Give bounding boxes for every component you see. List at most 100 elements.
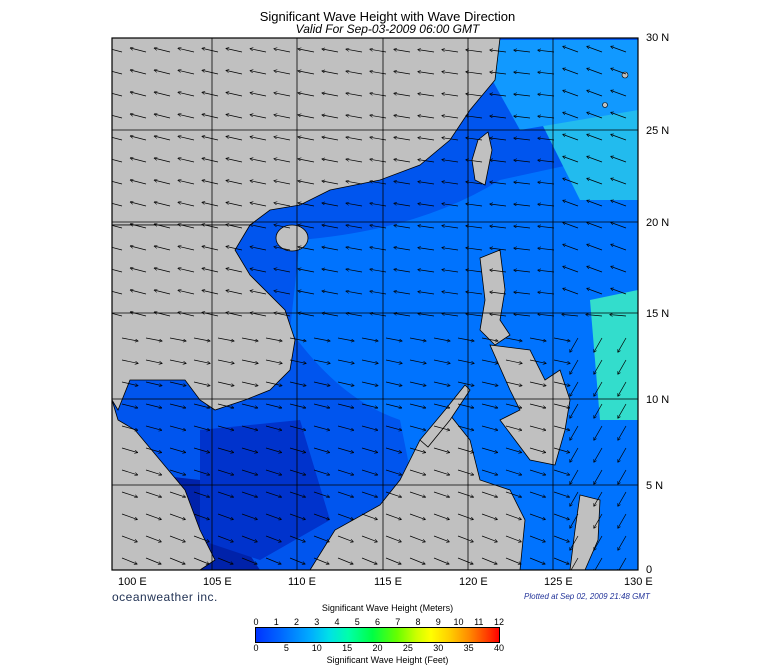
wave-direction-arrow — [265, 469, 281, 475]
wave-direction-arrow — [322, 291, 339, 295]
wave-direction-arrow — [361, 337, 378, 341]
wave-direction-arrow — [298, 93, 315, 97]
wave-direction-arrow — [529, 403, 546, 408]
wave-direction-arrow — [457, 359, 474, 363]
wave-direction-arrow — [178, 158, 195, 163]
wave-direction-arrow — [112, 268, 123, 273]
wave-direction-arrow — [145, 491, 161, 497]
wave-direction-arrow — [570, 535, 579, 550]
wave-direction-arrow — [112, 158, 123, 163]
wave-direction-arrow — [418, 226, 435, 229]
wave-direction-arrow — [217, 359, 234, 363]
wave-direction-arrow — [409, 425, 425, 430]
wave-direction-arrow — [145, 535, 161, 542]
wave-direction-arrow — [409, 491, 425, 497]
wave-direction-arrow — [202, 48, 219, 53]
feet-tick-label: 20 — [372, 643, 383, 653]
taiwan-island — [471, 131, 493, 186]
wave-direction-arrow — [265, 557, 281, 564]
wave-direction-arrow — [193, 381, 210, 386]
wave-direction-arrow — [490, 292, 507, 295]
wave-direction-arrow — [457, 447, 473, 453]
wave-direction-arrow — [112, 114, 123, 119]
wave-direction-arrow — [538, 248, 555, 251]
wave-direction-arrow — [394, 291, 411, 295]
wave-direction-arrow — [418, 292, 435, 295]
wave-direction-arrow — [274, 159, 291, 163]
wave-direction-arrow — [385, 491, 401, 497]
wave-direction-arrow — [202, 202, 219, 207]
wave-direction-arrow — [538, 204, 555, 207]
wave-direction-arrow — [313, 381, 330, 386]
wave-direction-arrow — [611, 245, 627, 251]
wave-direction-arrow — [289, 513, 305, 519]
wave-direction-arrow — [337, 491, 353, 497]
wave-direction-arrow — [193, 425, 209, 430]
wave-direction-arrow — [587, 113, 603, 119]
wave-direction-arrow — [553, 535, 569, 542]
meter-tick-label: 2 — [293, 617, 300, 627]
wave-direction-arrow — [457, 425, 473, 430]
wave-direction-arrow — [538, 292, 555, 295]
lon-label-105e: 105 E — [203, 576, 232, 588]
wave-direction-arrow — [178, 290, 195, 295]
wave-direction-arrow — [361, 535, 377, 542]
wave-direction-arrow — [563, 201, 579, 207]
wave-direction-arrow — [466, 204, 483, 207]
wave-direction-arrow — [457, 513, 473, 519]
wave-direction-arrow — [553, 557, 569, 564]
wave-direction-arrow — [409, 557, 425, 564]
wave-direction-arrow — [481, 469, 497, 475]
wave-direction-arrow — [514, 270, 531, 273]
wave-direction-arrow — [337, 447, 353, 453]
wave-direction-arrow — [131, 290, 147, 295]
meter-tick-label: 6 — [374, 617, 381, 627]
wave-direction-arrow — [538, 314, 555, 317]
wave-direction-arrow — [250, 225, 267, 229]
lat-label-10n: 10 N — [646, 394, 670, 406]
wave-direction-arrow — [481, 381, 498, 386]
wave-direction-arrow — [594, 381, 603, 396]
wave-direction-arrow — [193, 535, 209, 542]
wave-direction-arrow — [594, 337, 603, 352]
wave-direction-arrow — [322, 115, 339, 119]
wave-direction-arrow — [241, 557, 257, 564]
wave-direction-arrow — [169, 513, 185, 519]
wave-direction-arrow — [361, 491, 377, 497]
wave-direction-arrow — [112, 312, 123, 317]
wave-direction-arrow — [265, 337, 282, 341]
wave-direction-arrow — [618, 469, 627, 484]
feet-tick-label: 10 — [311, 643, 322, 653]
wave-direction-arrow — [337, 469, 353, 475]
wave-direction-arrow — [433, 447, 449, 453]
wave-direction-arrow — [298, 203, 315, 207]
wave-direction-arrow — [274, 203, 291, 207]
wave-direction-arrow — [611, 267, 627, 273]
wave-direction-arrow — [121, 513, 137, 519]
wave-direction-arrow — [570, 337, 579, 352]
wave-direction-arrow — [121, 381, 138, 386]
wave-direction-arrow — [265, 447, 281, 453]
wave-direction-arrow — [466, 226, 483, 229]
wave-direction-arrow — [361, 381, 378, 386]
wave-direction-arrow — [178, 48, 195, 53]
wave-direction-arrow — [529, 535, 545, 542]
wave-direction-arrow — [442, 160, 459, 163]
wave-direction-arrow — [346, 269, 363, 273]
lat-label-20n: 20 N — [646, 217, 670, 229]
wave-direction-arrow — [346, 181, 363, 185]
feet-tick-label: 35 — [463, 643, 474, 653]
wave-direction-arrow — [490, 314, 507, 317]
lat-label-25n: 25 N — [646, 125, 670, 137]
wave-direction-arrow — [274, 291, 291, 295]
wave-direction-arrow — [611, 157, 627, 163]
wave-direction-arrow — [514, 182, 531, 185]
wave-direction-arrow — [226, 93, 243, 97]
wave-direction-arrow — [587, 201, 603, 207]
wave-direction-arrow — [155, 158, 171, 163]
wave-direction-arrow — [490, 116, 507, 119]
wave-direction-arrow — [490, 182, 507, 185]
wave-direction-arrow — [457, 557, 473, 564]
wave-direction-arrow — [570, 491, 579, 506]
wave-direction-arrow — [618, 447, 627, 462]
